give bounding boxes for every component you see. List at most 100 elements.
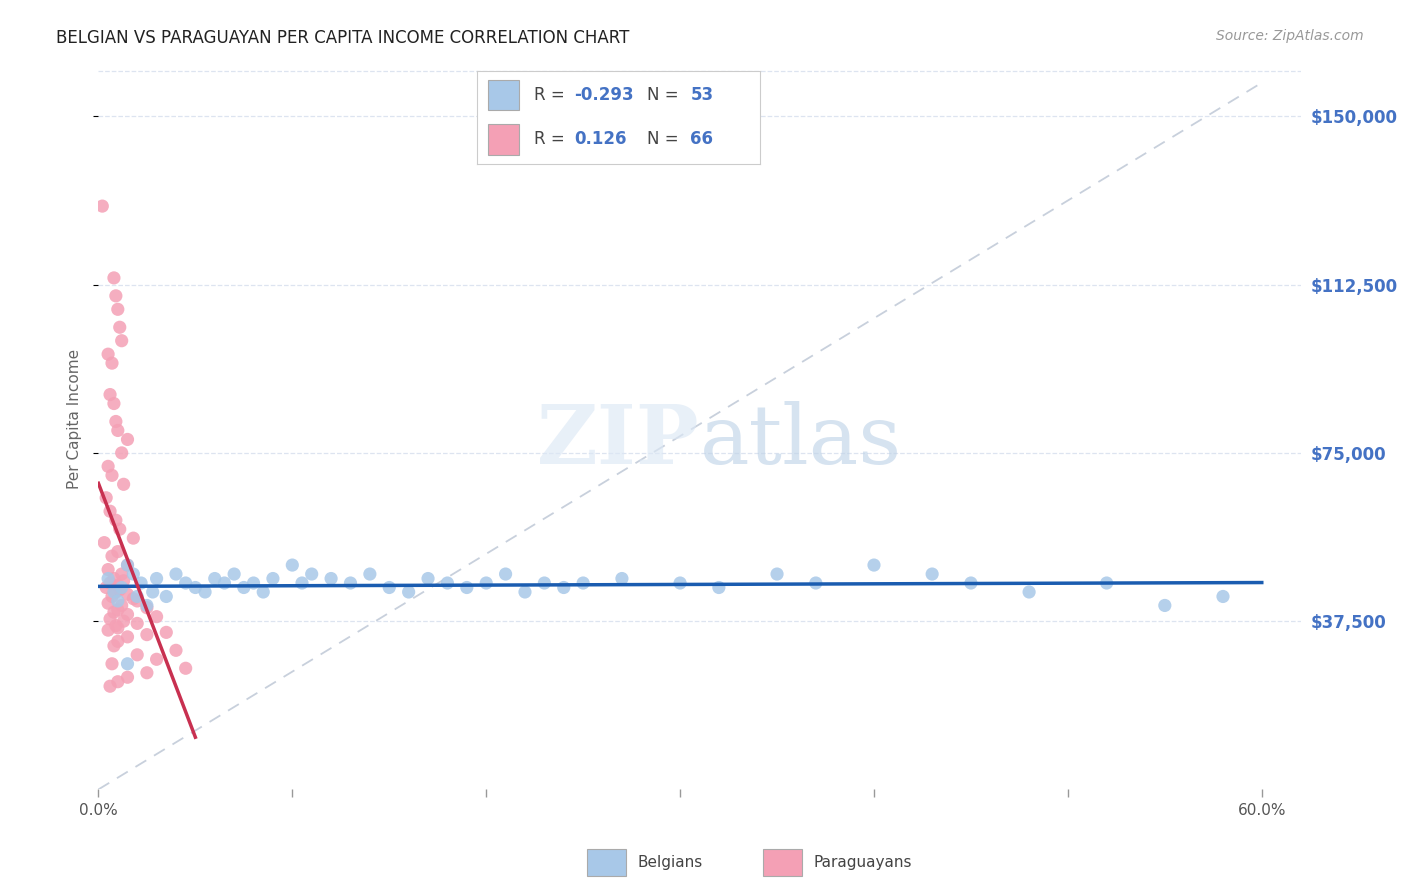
Point xyxy=(291,576,314,591)
Y-axis label: Per Capita Income: Per Capita Income xyxy=(66,349,82,490)
Point xyxy=(610,572,633,586)
Point xyxy=(93,535,115,549)
Point xyxy=(339,576,361,591)
Point xyxy=(155,590,177,604)
Text: N =: N = xyxy=(647,130,683,148)
Point xyxy=(553,581,575,595)
Point xyxy=(378,581,401,595)
Point xyxy=(112,614,135,628)
Bar xyxy=(488,79,519,110)
Point xyxy=(107,674,129,689)
Point xyxy=(707,581,730,595)
Point xyxy=(165,643,187,657)
Point xyxy=(281,558,304,572)
Point xyxy=(135,599,157,613)
Point xyxy=(96,491,118,505)
Point xyxy=(104,585,127,599)
Point xyxy=(232,581,254,595)
Point xyxy=(107,424,129,438)
Point xyxy=(252,585,274,599)
Point xyxy=(766,567,789,582)
Point xyxy=(122,531,145,545)
Text: R =: R = xyxy=(534,130,575,148)
Point xyxy=(214,576,236,591)
Text: Belgians: Belgians xyxy=(638,855,703,870)
Point xyxy=(103,271,125,285)
Point xyxy=(98,612,121,626)
Point xyxy=(111,599,134,613)
Point xyxy=(436,576,458,591)
Point xyxy=(921,567,943,582)
Point xyxy=(98,504,121,518)
Point xyxy=(262,572,284,586)
Point xyxy=(960,576,983,591)
Point xyxy=(108,522,131,536)
Point xyxy=(101,356,124,370)
Point xyxy=(107,578,129,592)
Point xyxy=(1018,585,1040,599)
Point xyxy=(194,585,217,599)
Point xyxy=(103,572,125,586)
Point xyxy=(145,652,167,666)
Point xyxy=(122,567,145,582)
Point xyxy=(398,585,420,599)
Point xyxy=(104,415,127,429)
Point xyxy=(145,572,167,586)
Text: 66: 66 xyxy=(690,130,713,148)
Point xyxy=(104,618,127,632)
Point xyxy=(97,563,120,577)
Text: atlas: atlas xyxy=(700,401,901,482)
Text: BELGIAN VS PARAGUAYAN PER CAPITA INCOME CORRELATION CHART: BELGIAN VS PARAGUAYAN PER CAPITA INCOME … xyxy=(56,29,630,46)
Point xyxy=(863,558,886,572)
Point xyxy=(108,320,131,334)
Point xyxy=(142,585,165,599)
Text: -0.293: -0.293 xyxy=(575,86,634,103)
Point xyxy=(96,581,118,595)
Text: 53: 53 xyxy=(690,86,713,103)
Point xyxy=(112,477,135,491)
Point xyxy=(117,558,139,572)
Point xyxy=(111,581,134,595)
Text: 0.126: 0.126 xyxy=(575,130,627,148)
Point xyxy=(98,576,121,591)
Point xyxy=(103,605,125,619)
Point xyxy=(101,590,124,604)
Point xyxy=(112,574,135,588)
Text: R =: R = xyxy=(534,86,569,103)
Text: Paraguayans: Paraguayans xyxy=(813,855,912,870)
Point xyxy=(97,596,120,610)
Point xyxy=(117,630,139,644)
Point xyxy=(242,576,264,591)
Point xyxy=(97,347,120,361)
Point xyxy=(103,639,125,653)
Point xyxy=(111,567,134,582)
Point xyxy=(107,594,129,608)
Point xyxy=(107,634,129,648)
Point xyxy=(135,627,157,641)
Point xyxy=(97,572,120,586)
Point xyxy=(117,670,139,684)
Point xyxy=(107,621,129,635)
Point xyxy=(174,661,197,675)
Point xyxy=(101,657,124,671)
Point xyxy=(101,549,124,563)
Point xyxy=(98,387,121,401)
Point xyxy=(107,603,129,617)
Point xyxy=(1212,590,1234,604)
Point xyxy=(204,572,226,586)
Text: Source: ZipAtlas.com: Source: ZipAtlas.com xyxy=(1216,29,1364,43)
Point xyxy=(117,558,139,572)
Point xyxy=(155,625,177,640)
Point xyxy=(495,567,517,582)
Point xyxy=(107,544,129,558)
Point xyxy=(1153,599,1175,613)
Point xyxy=(145,609,167,624)
Point xyxy=(224,567,246,582)
Point xyxy=(129,576,152,591)
Point xyxy=(101,468,124,483)
Point xyxy=(475,576,498,591)
Point xyxy=(127,590,149,604)
Point xyxy=(319,572,342,586)
Point xyxy=(127,616,149,631)
Point xyxy=(108,582,131,597)
